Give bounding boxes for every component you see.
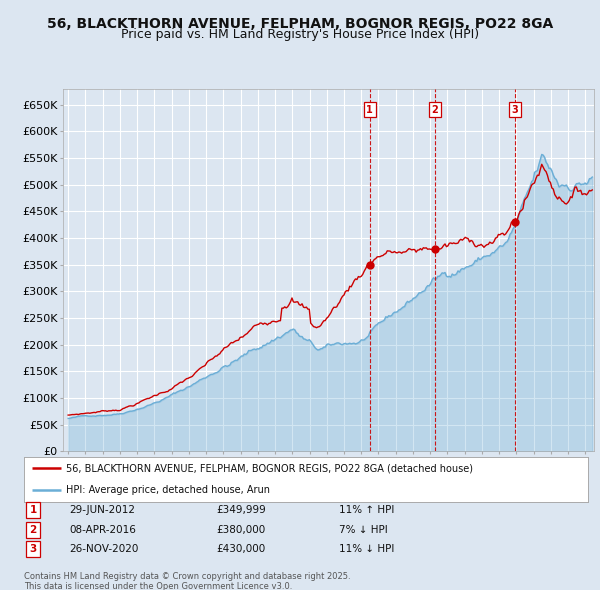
Text: 56, BLACKTHORN AVENUE, FELPHAM, BOGNOR REGIS, PO22 8GA (detached house): 56, BLACKTHORN AVENUE, FELPHAM, BOGNOR R… [66, 463, 473, 473]
Text: 2: 2 [29, 525, 37, 535]
Text: 56, BLACKTHORN AVENUE, FELPHAM, BOGNOR REGIS, PO22 8GA: 56, BLACKTHORN AVENUE, FELPHAM, BOGNOR R… [47, 17, 553, 31]
Text: £349,999: £349,999 [216, 506, 266, 515]
Text: Price paid vs. HM Land Registry's House Price Index (HPI): Price paid vs. HM Land Registry's House … [121, 28, 479, 41]
Text: 2: 2 [431, 104, 438, 114]
Text: 08-APR-2016: 08-APR-2016 [69, 525, 136, 535]
Text: £380,000: £380,000 [216, 525, 265, 535]
Text: Contains HM Land Registry data © Crown copyright and database right 2025.
This d: Contains HM Land Registry data © Crown c… [24, 572, 350, 590]
Text: 26-NOV-2020: 26-NOV-2020 [69, 545, 139, 554]
Text: 3: 3 [511, 104, 518, 114]
Text: 11% ↑ HPI: 11% ↑ HPI [339, 506, 394, 515]
Text: 29-JUN-2012: 29-JUN-2012 [69, 506, 135, 515]
Text: 7% ↓ HPI: 7% ↓ HPI [339, 525, 388, 535]
Text: £430,000: £430,000 [216, 545, 265, 554]
Text: 3: 3 [29, 545, 37, 554]
Text: 1: 1 [29, 506, 37, 515]
Text: HPI: Average price, detached house, Arun: HPI: Average price, detached house, Arun [66, 486, 271, 496]
Text: 11% ↓ HPI: 11% ↓ HPI [339, 545, 394, 554]
Text: 1: 1 [367, 104, 373, 114]
